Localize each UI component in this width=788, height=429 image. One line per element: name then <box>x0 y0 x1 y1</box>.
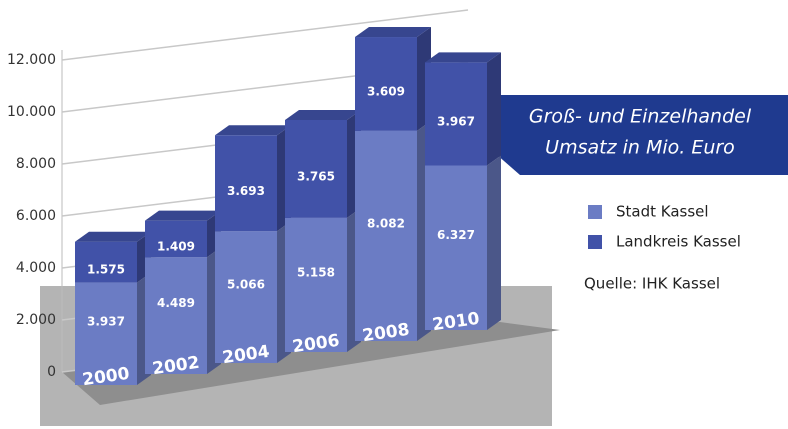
bar-top <box>355 27 431 38</box>
y-tick-label: 4.000 <box>16 260 56 276</box>
value-label: 3.765 <box>297 169 335 183</box>
y-tick-label: 10.000 <box>7 104 56 120</box>
bar-top <box>75 231 151 242</box>
chart-title: Groß- und Einzelhandel <box>529 106 752 128</box>
title-box <box>480 95 788 175</box>
value-label: 4.489 <box>157 296 195 310</box>
y-tick-label: 8.000 <box>16 156 56 172</box>
floor <box>62 322 560 405</box>
y-tick-label: 12.000 <box>7 52 56 68</box>
bar-top <box>285 110 361 121</box>
value-label: 3.937 <box>87 314 125 328</box>
legend-swatch <box>588 205 602 219</box>
source: Quelle: IHK Kassel <box>584 275 720 293</box>
bar-segment <box>145 220 207 258</box>
value-label: 1.409 <box>157 239 195 253</box>
bar-side <box>487 52 501 166</box>
legend-label: Landkreis Kassel <box>616 233 741 251</box>
bar-segment <box>355 37 417 131</box>
bar-top <box>145 210 221 221</box>
value-label: 5.158 <box>297 265 335 279</box>
chart-subtitle: Umsatz in Mio. Euro <box>545 137 735 159</box>
bar-top <box>215 125 291 136</box>
legend-label: Stadt Kassel <box>616 203 709 221</box>
bar-segment <box>75 282 137 385</box>
y-tick-label: 6.000 <box>16 208 56 224</box>
bar-top <box>425 52 501 63</box>
bar-segment <box>215 231 277 363</box>
legend-swatch <box>588 235 602 249</box>
bar-segment <box>215 135 277 232</box>
value-label: 5.066 <box>227 278 265 292</box>
bar-segment <box>425 165 487 330</box>
value-label: 1.575 <box>87 263 125 277</box>
bar-segment <box>145 257 207 374</box>
bar-segment <box>285 217 347 352</box>
value-label: 3.609 <box>367 84 405 98</box>
value-label: 6.327 <box>437 228 475 242</box>
grid-line <box>61 9 469 61</box>
bar-side <box>487 155 501 330</box>
bar-segment <box>425 62 487 166</box>
y-tick-label: 2.000 <box>16 312 56 328</box>
value-label: 8.082 <box>367 216 405 230</box>
bar-segment <box>75 241 137 283</box>
value-label: 3.693 <box>227 184 265 198</box>
bar-segment <box>285 120 347 218</box>
bar-segment <box>355 130 417 341</box>
y-tick-label: 0 <box>47 364 56 380</box>
value-label: 3.967 <box>437 114 475 128</box>
